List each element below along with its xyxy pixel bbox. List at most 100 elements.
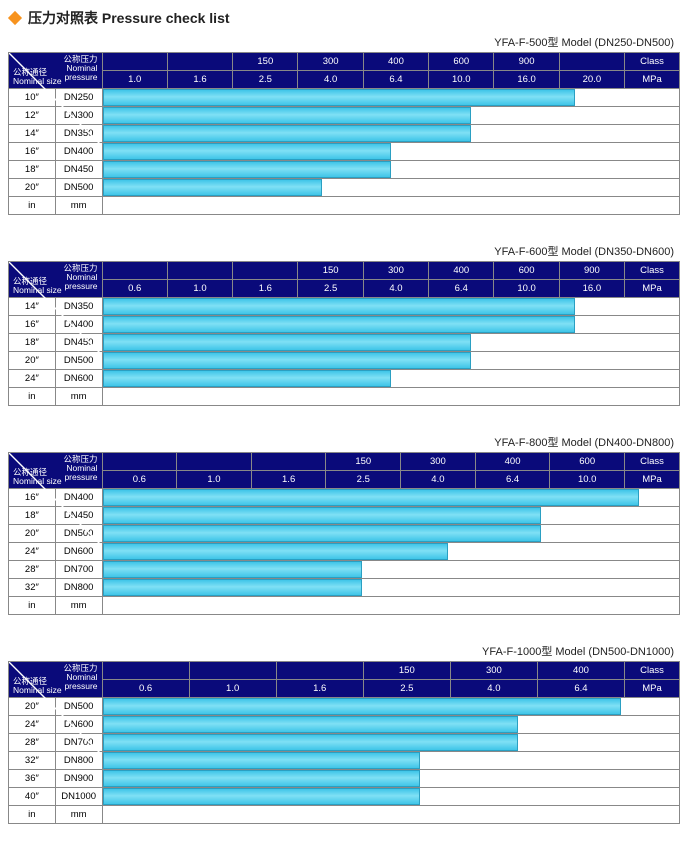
mpa-header-cell: 2.5 bbox=[298, 280, 363, 298]
bar-cell bbox=[102, 579, 679, 597]
class-header-cell: 150 bbox=[233, 53, 298, 71]
mpa-header-cell: 2.5 bbox=[326, 471, 401, 489]
pressure-bar bbox=[103, 370, 391, 387]
class-header-cell: 400 bbox=[363, 53, 428, 71]
corner-bot-en: Nominal size bbox=[13, 476, 62, 486]
pressure-bar bbox=[103, 107, 472, 124]
corner-header: 公称压力Nominalpressure公称通径Nominal size bbox=[9, 262, 103, 298]
pressure-bar bbox=[103, 716, 518, 733]
bar-cell bbox=[102, 125, 679, 143]
pressure-bar bbox=[103, 352, 472, 369]
row-mm: DN700 bbox=[55, 561, 102, 579]
mpa-header-cell: 1.0 bbox=[167, 280, 232, 298]
bar-cell bbox=[102, 143, 679, 161]
class-header-cell bbox=[276, 662, 363, 680]
footer-mm: mm bbox=[55, 806, 102, 824]
bar-cell bbox=[102, 734, 679, 752]
class-header-cell: 300 bbox=[450, 662, 537, 680]
mpa-header-cell: 6.4 bbox=[475, 471, 550, 489]
bar-cell bbox=[102, 89, 679, 107]
mpa-header-cell: 1.0 bbox=[177, 471, 252, 489]
mpa-header-cell: 6.4 bbox=[537, 680, 624, 698]
bar-cell bbox=[102, 698, 679, 716]
pressure-bar bbox=[103, 125, 472, 142]
mpa-header-cell: 2.5 bbox=[233, 71, 298, 89]
mpa-header-cell: 1.0 bbox=[189, 680, 276, 698]
row-inch: 20″ bbox=[9, 179, 56, 197]
mpa-header-cell: 1.0 bbox=[102, 71, 167, 89]
mpa-header-cell: 2.5 bbox=[363, 680, 450, 698]
pressure-bar bbox=[103, 525, 541, 542]
footer-mm: mm bbox=[55, 388, 102, 406]
class-header-cell: 400 bbox=[429, 262, 494, 280]
class-header-cell: Class bbox=[625, 262, 680, 280]
class-header-cell: 150 bbox=[298, 262, 363, 280]
mpa-header-cell: 1.6 bbox=[251, 471, 326, 489]
class-header-cell bbox=[233, 262, 298, 280]
mpa-header-cell: 20.0 bbox=[559, 71, 624, 89]
bar-cell bbox=[102, 316, 679, 334]
mpa-header-cell: MPa bbox=[625, 280, 680, 298]
mpa-header-cell: 6.4 bbox=[429, 280, 494, 298]
pressure-bar bbox=[103, 698, 622, 715]
bar-cell bbox=[102, 161, 679, 179]
pressure-bar bbox=[103, 579, 362, 596]
corner-bot-en: Nominal size bbox=[13, 76, 62, 86]
bar-cell bbox=[102, 752, 679, 770]
class-header-cell: 600 bbox=[550, 453, 625, 471]
class-header-cell: 300 bbox=[298, 53, 363, 71]
row-inch: 28″ bbox=[9, 561, 56, 579]
row-mm: DN1000 bbox=[55, 788, 102, 806]
bar-cell bbox=[102, 298, 679, 316]
bar-cell bbox=[102, 770, 679, 788]
mpa-header-cell: 1.6 bbox=[167, 71, 232, 89]
mpa-header-cell: 4.0 bbox=[298, 71, 363, 89]
class-header-cell: 900 bbox=[494, 53, 559, 71]
bar-cell bbox=[102, 561, 679, 579]
page-title: 压力对照表 Pressure check list bbox=[28, 8, 230, 28]
pressure-bar bbox=[103, 143, 391, 160]
bar-cell bbox=[102, 716, 679, 734]
row-inch: 24″ bbox=[9, 370, 56, 388]
diamond-icon bbox=[8, 11, 22, 25]
row-inch: 32″ bbox=[9, 579, 56, 597]
pressure-bar bbox=[103, 89, 576, 106]
bar-cell bbox=[102, 543, 679, 561]
class-header-cell: Class bbox=[625, 53, 680, 71]
pressure-bar bbox=[103, 179, 322, 196]
pressure-bar bbox=[103, 543, 449, 560]
mpa-header-cell: 6.4 bbox=[363, 71, 428, 89]
bar-cell bbox=[102, 788, 679, 806]
class-header-cell bbox=[167, 53, 232, 71]
tables-container: YFA-F-500型 Model (DN250-DN500)公称压力Nomina… bbox=[8, 34, 680, 824]
row-mm: DN450 bbox=[55, 161, 102, 179]
bar-cell bbox=[102, 507, 679, 525]
class-header-cell: 300 bbox=[363, 262, 428, 280]
corner-header: 公称压力Nominalpressure公称通径Nominal size bbox=[9, 662, 103, 698]
mpa-header-cell: 4.0 bbox=[401, 471, 476, 489]
row-inch: 18″ bbox=[9, 161, 56, 179]
class-header-cell: 600 bbox=[429, 53, 494, 71]
pressure-bar bbox=[103, 752, 420, 769]
corner-header: 公称压力Nominalpressure公称通径Nominal size bbox=[9, 53, 103, 89]
pressure-bar bbox=[103, 316, 576, 333]
mpa-header-cell: 16.0 bbox=[559, 280, 624, 298]
bar-cell bbox=[102, 179, 679, 197]
class-header-cell: Class bbox=[625, 453, 680, 471]
mpa-header-cell: 0.6 bbox=[102, 471, 177, 489]
mpa-header-cell: MPa bbox=[625, 71, 680, 89]
pressure-bar bbox=[103, 507, 541, 524]
bar-cell bbox=[102, 525, 679, 543]
class-header-cell: 400 bbox=[475, 453, 550, 471]
mpa-header-cell: MPa bbox=[625, 680, 680, 698]
mpa-header-cell: 10.0 bbox=[550, 471, 625, 489]
mpa-header-cell: 4.0 bbox=[363, 280, 428, 298]
corner-bot-en: Nominal size bbox=[13, 285, 62, 295]
class-header-cell bbox=[559, 53, 624, 71]
mpa-header-cell: MPa bbox=[625, 471, 680, 489]
class-header-cell: Class bbox=[625, 662, 680, 680]
bar-cell bbox=[102, 352, 679, 370]
mpa-header-cell: 1.6 bbox=[233, 280, 298, 298]
pressure-table: 公称压力Nominalpressure公称通径Nominal size15030… bbox=[8, 661, 680, 824]
pressure-bar bbox=[103, 489, 639, 506]
